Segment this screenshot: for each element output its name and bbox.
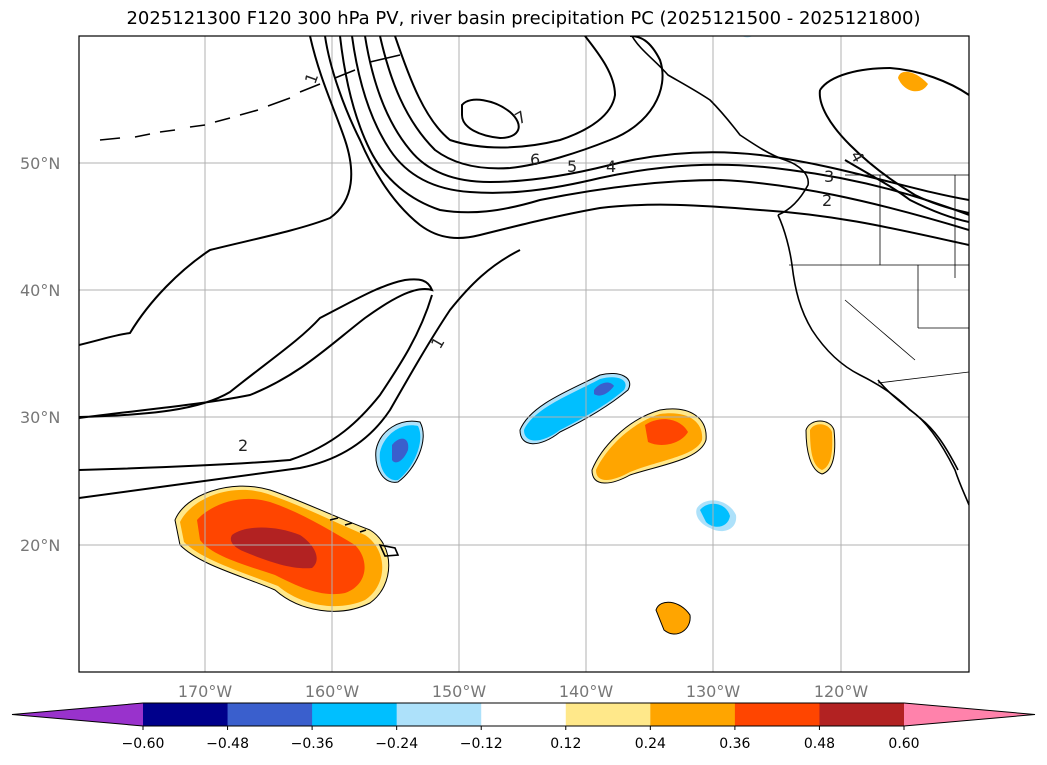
contour-label: 4 [606, 157, 616, 176]
pv-contour-1 [79, 249, 521, 499]
pv-contour-4 [351, 36, 969, 216]
colorbar-tick-label: 0.48 [804, 736, 835, 752]
hawaii-coastline [329, 517, 400, 557]
precip-positive-area [656, 602, 691, 635]
lat-label: 50°N [20, 154, 60, 173]
precip-positive-area [810, 424, 833, 470]
colorbar-tick-label: 0.60 [888, 736, 919, 752]
colorbar-tick-label: 0.24 [635, 736, 666, 752]
lon-label: 130°W [686, 682, 741, 701]
precip-anomaly-fills [174, 36, 928, 635]
colorbar-segment [312, 703, 398, 726]
lon-axis-labels: 170°W 160°W 150°W 140°W 130°W 120°W [178, 682, 869, 701]
colorbar-segment [650, 703, 736, 726]
pv-contour-2 [79, 294, 433, 471]
lon-label: 160°W [305, 682, 360, 701]
lat-axis-labels: 50°N 40°N 30°N 20°N [20, 154, 60, 555]
pv-contour-3 [339, 36, 969, 231]
contour-label: 2 [822, 191, 832, 210]
map-panel: 1 2 3 4 5 6 7 1 2 4 [79, 36, 969, 672]
colorbar-segment [565, 703, 651, 726]
lat-label: 20°N [20, 536, 60, 555]
map-title: 2025121300 F120 300 hPa PV, river basin … [126, 8, 921, 29]
pv-contour-6b [394, 36, 617, 149]
colorbar-segment [819, 703, 905, 726]
precip-positive-area [645, 419, 688, 445]
contour-label: 6 [530, 150, 540, 169]
pv-contours [79, 36, 969, 499]
colorbar-tick-label: 0.12 [550, 736, 581, 752]
contour-label: 2 [238, 436, 248, 455]
contour-label: 3 [824, 167, 834, 186]
colorbar-tick-label: −0.24 [375, 736, 418, 752]
contour-label: 5 [567, 157, 577, 176]
pv-contour-1 [79, 36, 353, 346]
colorbar-segment [143, 703, 229, 726]
lon-label: 170°W [178, 682, 233, 701]
lat-label: 30°N [20, 408, 60, 427]
precip-negative-area [392, 438, 409, 463]
graticule [79, 36, 969, 672]
colorbar: −0.60 −0.48 −0.36 −0.24 −0.12 0.12 0.24 0.36 0.4… [11, 702, 1036, 752]
pv-contour-6 [379, 36, 664, 170]
map-frame [78, 35, 970, 673]
colorbar-extend-max [904, 703, 1035, 726]
colorbar-extend-min [12, 703, 143, 726]
baja-coastline [877, 379, 959, 471]
colorbar-tick-label: 0.36 [719, 736, 750, 752]
pv-contour-5 [364, 36, 969, 201]
pv-contour-2 [79, 278, 434, 419]
alaska-coastline [631, 36, 810, 216]
colorbar-tick-label: −0.36 [291, 736, 334, 752]
colorbar-tick-label: −0.12 [460, 736, 503, 752]
colorbar-segment [481, 703, 567, 726]
precip-positive-area [898, 71, 928, 92]
pv-contour-7 [461, 98, 520, 140]
colorbar-tick-label: −0.48 [206, 736, 249, 752]
colorbar-segment [227, 703, 313, 726]
precip-negative-area [700, 503, 730, 527]
precip-negative-area [594, 382, 614, 396]
colorbar-segment [396, 703, 482, 726]
pv-contour-3b [844, 159, 969, 223]
colorbar-segment [734, 703, 820, 726]
precip-positive-area [230, 527, 317, 569]
lon-label: 120°W [814, 682, 869, 701]
lon-label: 150°W [432, 682, 487, 701]
lat-label: 40°N [20, 281, 60, 300]
pv-contour-4b [818, 66, 969, 214]
pv-contour-1 [324, 36, 969, 246]
colorbar-tick-label: −0.60 [122, 736, 165, 752]
lon-label: 140°W [559, 682, 614, 701]
